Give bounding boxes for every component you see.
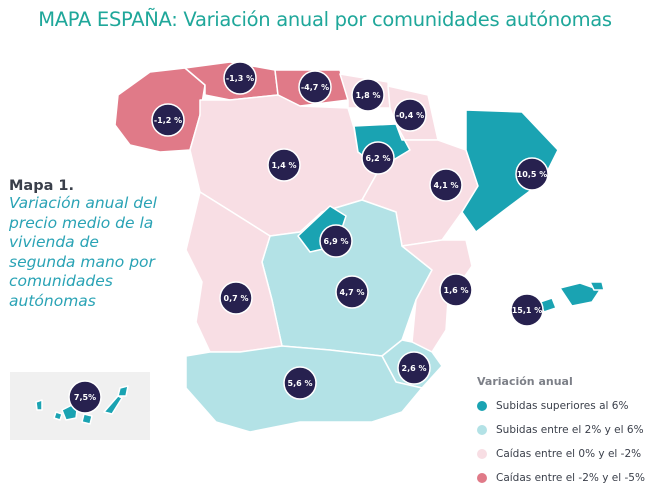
value-badge: 4,1 % <box>429 168 463 202</box>
caption-subtitle: Variación anual del precio medio de la v… <box>9 194 157 310</box>
badge-value: 1,6 % <box>444 286 469 295</box>
badge-circle <box>515 157 549 191</box>
badge-value: 10,5 % <box>517 170 548 179</box>
badge-value: 1,8 % <box>356 91 381 100</box>
badge-value: -0,4 % <box>396 111 424 120</box>
badge-circle <box>510 293 544 327</box>
badge-circle <box>335 275 369 309</box>
caption-heading: Mapa 1. <box>9 178 75 194</box>
badge-value: 4,7 % <box>340 288 365 297</box>
legend: Variación anual Subidas superiores al 6%… <box>477 375 645 490</box>
value-badge: 6,2 % <box>361 141 395 175</box>
badge-circle <box>283 366 317 400</box>
badge-value: -1,3 % <box>226 74 254 83</box>
value-badge: 7,5% <box>68 380 102 414</box>
legend-swatch <box>477 401 487 411</box>
legend-item: Caídas entre el -2% y el -5% <box>477 466 645 490</box>
legend-label: Caídas entre el -2% y el -5% <box>496 472 645 484</box>
value-badge: 6,9 % <box>319 224 353 258</box>
badge-circle <box>439 273 473 307</box>
map-title: MAPA ESPAÑA: Variación anual por comunid… <box>38 8 612 31</box>
legend-swatch <box>477 449 487 459</box>
badge-circle <box>319 224 353 258</box>
badge-circle <box>219 281 253 315</box>
value-badge: 5,6 % <box>283 366 317 400</box>
badge-circle <box>397 351 431 385</box>
badge-circle <box>298 70 332 104</box>
badge-value: 2,6 % <box>402 364 427 373</box>
badge-value: 6,2 % <box>366 154 391 163</box>
value-badge: 15,1 % <box>510 293 544 327</box>
value-badge: -4,7 % <box>298 70 332 104</box>
value-badge: -0,4 % <box>393 98 427 132</box>
map-caption: Mapa 1. Variación anual del precio medio… <box>9 178 169 311</box>
region-baleares <box>539 281 605 313</box>
value-badge: -1,2 % <box>151 103 185 137</box>
value-badge: 10,5 % <box>515 157 549 191</box>
badge-value: 6,9 % <box>324 237 349 246</box>
legend-swatch <box>477 473 487 483</box>
legend-item: Subidas superiores al 6% <box>477 394 645 418</box>
legend-label: Subidas superiores al 6% <box>496 400 629 412</box>
badge-circle <box>429 168 463 202</box>
badge-circle <box>223 61 257 95</box>
value-badge: -1,3 % <box>223 61 257 95</box>
legend-item: Subidas entre el 2% y el 6% <box>477 418 645 442</box>
badge-value: 1,4 % <box>272 161 297 170</box>
badge-circle <box>151 103 185 137</box>
badge-circle <box>351 78 385 112</box>
badge-value: 5,6 % <box>288 379 313 388</box>
region-cataluna <box>461 109 559 233</box>
badge-value: 0,7 % <box>224 294 249 303</box>
legend-label: Caídas entre el 0% y el -2% <box>496 448 642 460</box>
value-badge: 1,4 % <box>267 148 301 182</box>
badge-circle <box>393 98 427 132</box>
badge-value: -1,2 % <box>154 116 182 125</box>
badge-value: -4,7 % <box>301 83 329 92</box>
badge-value: 15,1 % <box>512 306 543 315</box>
badge-value: 7,5% <box>74 393 96 402</box>
value-badge: 4,7 % <box>335 275 369 309</box>
badge-value: 4,1 % <box>434 181 459 190</box>
value-badge: 2,6 % <box>397 351 431 385</box>
legend-title: Variación anual <box>477 375 573 388</box>
value-badge: 1,6 % <box>439 273 473 307</box>
value-badge: 0,7 % <box>219 281 253 315</box>
badge-circle <box>267 148 301 182</box>
value-badge: 1,8 % <box>351 78 385 112</box>
badge-circle <box>361 141 395 175</box>
legend-item: Caídas entre el 0% y el -2% <box>477 442 645 466</box>
legend-label: Subidas entre el 2% y el 6% <box>496 424 644 436</box>
legend-swatch <box>477 425 487 435</box>
badge-circle <box>68 380 102 414</box>
